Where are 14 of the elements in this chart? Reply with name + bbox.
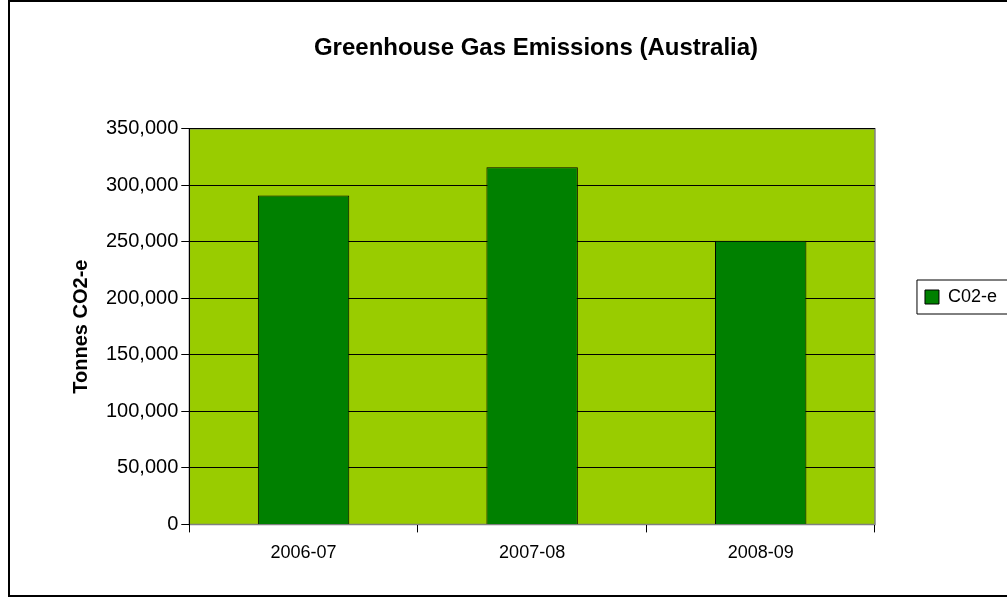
x-tick-label: 2007-08 [499,542,566,563]
x-tick-label: 2006-07 [270,542,337,563]
y-tick-label: 0 [167,511,179,534]
y-tick-label: 200,000 [106,285,179,308]
y-tick-label: 100,000 [106,398,179,421]
chart-title: Greenhouse Gas Emissions (Australia) [313,33,759,61]
y-axis-title: Tonnes CO2-e [68,259,91,394]
y-tick-label: 350,000 [106,116,179,139]
y-tick-label: 150,000 [106,342,179,365]
x-tick-label: 2008-09 [727,542,794,563]
y-tick-label: 50,000 [117,455,179,478]
legend-label: C02-e [947,285,998,306]
y-tick-label: 250,000 [106,229,179,252]
y-tick-label: 300,000 [106,172,179,195]
